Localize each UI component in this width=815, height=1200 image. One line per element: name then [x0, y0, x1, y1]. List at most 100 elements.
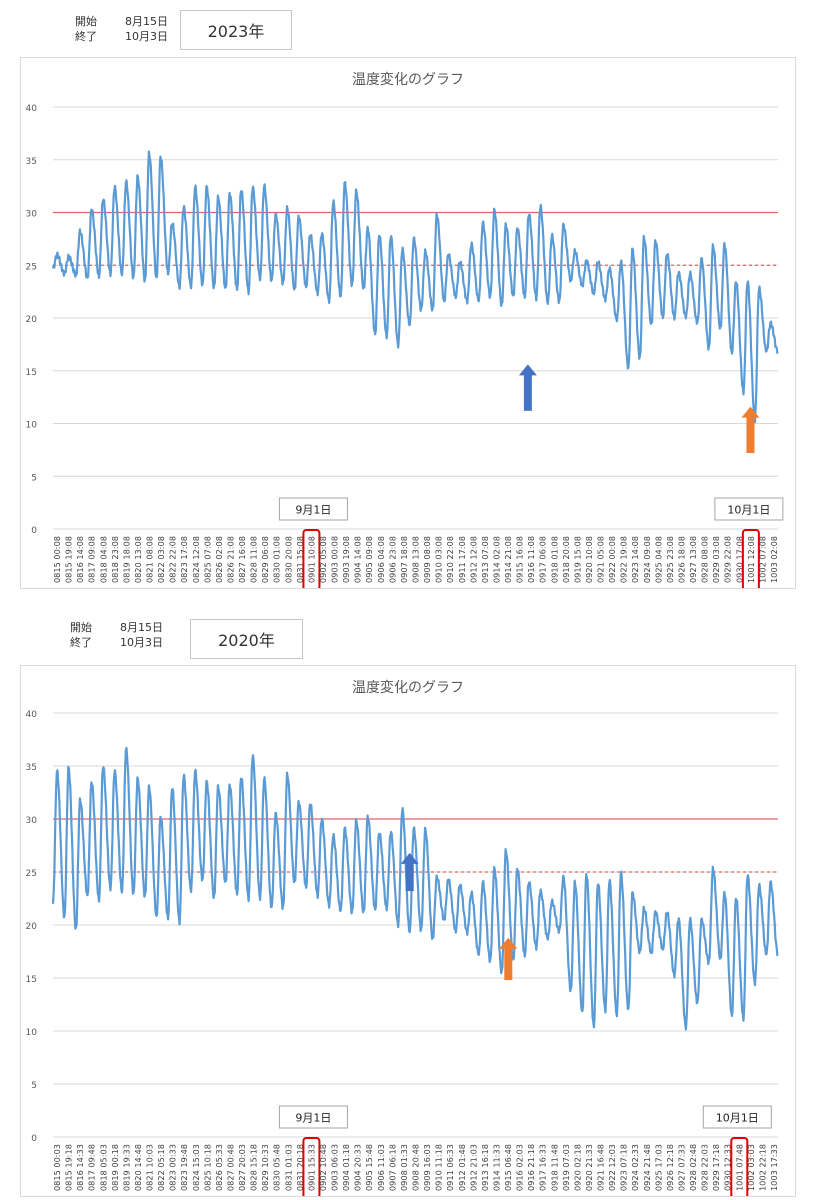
x-tick-label: 0907 18:08: [399, 536, 409, 583]
x-tick-label: 0822 05:18: [156, 1144, 166, 1191]
x-tick-label: 0906 11:03: [376, 1144, 386, 1191]
x-tick-label: 0901 10:08: [306, 536, 316, 583]
x-tick-label: 0911 06:33: [445, 1144, 455, 1191]
annotation-label: 10月1日: [727, 504, 770, 517]
x-tick-label: 0906 23:08: [387, 536, 397, 583]
x-tick-label: 0908 20:48: [411, 1144, 421, 1191]
x-tick-label: 0920 10:08: [584, 536, 594, 583]
x-tick-label: 0908 01:33: [399, 1144, 409, 1191]
x-tick-label: 0902 05:08: [318, 536, 328, 583]
x-tick-label: 0901 15:33: [306, 1144, 316, 1191]
y-tick-label: 25: [26, 869, 37, 879]
x-tick-label: 0913 07:08: [480, 536, 490, 583]
y-tick-label: 20: [26, 922, 38, 932]
x-tick-label: 0916 21:18: [526, 1144, 536, 1191]
x-tick-label: 0831 01:03: [283, 1144, 293, 1191]
year-label: 2023年: [180, 10, 292, 50]
x-tick-label: 0815 00:08: [52, 536, 62, 583]
x-tick-label: 1002 03:03: [746, 1144, 756, 1191]
x-tick-label: 0924 02:33: [630, 1144, 640, 1191]
x-tick-label: 0912 12:08: [468, 536, 478, 583]
x-tick-label: 0927 07:33: [677, 1144, 687, 1191]
y-tick-label: 35: [26, 157, 37, 167]
x-tick-label: 0826 02:08: [214, 536, 224, 583]
x-tick-label: 0920 21:33: [584, 1144, 594, 1191]
y-tick-label: 5: [31, 1081, 37, 1091]
x-tick-label: 0916 11:08: [526, 536, 536, 583]
y-tick-label: 35: [26, 763, 37, 773]
x-tick-label: 0918 11:48: [549, 1144, 559, 1191]
x-tick-label: 0824 12:08: [191, 536, 201, 583]
x-tick-label: 0903 19:08: [341, 536, 351, 583]
start-value: 8月15日: [125, 15, 168, 28]
x-tick-label: 0830 01:08: [272, 536, 282, 583]
x-tick-label: 0923 14:08: [630, 536, 640, 583]
x-tick-label: 0819 19:33: [121, 1144, 131, 1191]
x-tick-label: 0908 13:08: [411, 536, 421, 583]
y-tick-label: 25: [26, 262, 37, 272]
x-tick-label: 0926 18:08: [677, 536, 687, 583]
line-chart: 温度変化のグラフ 0 5 10 15 20 25 30 35 40 0815 00:08 0815 1…: [26, 71, 784, 591]
x-tick-label: 0902 10:48: [318, 1144, 328, 1191]
chart-title: 温度変化のグラフ: [352, 71, 464, 88]
y-tick-label: 40: [26, 710, 38, 720]
start-label: 開始: [75, 15, 97, 28]
orange-arrow-icon: [499, 937, 518, 981]
blue-arrow-icon: [518, 364, 537, 411]
annotation-box: [278, 497, 348, 521]
x-tick-label: 0921 05:08: [596, 536, 606, 583]
x-tick-label: 0829 06:08: [260, 536, 270, 583]
temperature-series-line: [51, 746, 779, 1031]
end-value: 10月3日: [125, 30, 168, 43]
y-tick-label: 30: [26, 210, 38, 220]
x-tick-label: 0828 15:18: [249, 1144, 259, 1191]
x-tick-label: 0818 05:03: [98, 1144, 108, 1191]
x-tick-label: 0817 09:08: [87, 536, 97, 583]
x-tick-label: 0930 12:33: [723, 1144, 733, 1191]
x-tick-label: 0922 00:08: [607, 536, 617, 583]
x-tick-label: 0827 16:08: [237, 536, 247, 583]
x-tick-label: 0929 22:08: [723, 536, 733, 583]
x-tick-label: 0912 21:03: [468, 1144, 478, 1191]
x-tick-label: 0821 08:08: [145, 536, 155, 583]
x-tick-label: 0907 06:18: [387, 1144, 397, 1191]
x-tick-label: 0918 01:08: [549, 536, 559, 583]
temperature-series-line: [51, 150, 779, 424]
x-tick-label: 0927 13:08: [688, 536, 698, 583]
x-tick-label: 1002 22:18: [757, 1144, 767, 1191]
x-tick-label: 0825 07:08: [202, 536, 212, 583]
x-tick-label: 0926 12:18: [665, 1144, 675, 1191]
annotation-box: [702, 1105, 772, 1129]
x-tick-label: 0823 17:08: [179, 536, 189, 583]
x-tick-label: 0914 11:33: [492, 1144, 502, 1191]
x-tick-label: 0826 21:08: [226, 536, 236, 583]
x-tick-label: 0904 01:18: [341, 1144, 351, 1191]
x-tick-label: 0914 21:08: [503, 536, 513, 583]
y-tick-label: 0: [31, 526, 37, 536]
x-tick-label: 0919 15:08: [572, 536, 582, 583]
chart-area: 温度変化のグラフ 0 5 10 15 20 25 30 35 40 0815 00:03 0815 1…: [20, 665, 796, 1199]
annotation-label: 9月1日: [295, 504, 331, 517]
x-tick-label: 0925 17:03: [653, 1144, 663, 1191]
x-tick-label: 0924 09:08: [642, 536, 652, 583]
annotation-label: 9月1日: [295, 1112, 331, 1125]
y-tick-label: 40: [26, 104, 38, 114]
x-tick-label: 0826 05:33: [214, 1144, 224, 1191]
x-tick-label: 0816 14:33: [75, 1144, 85, 1191]
x-tick-label: 0823 19:48: [179, 1144, 189, 1191]
x-tick-label: 0924 21:48: [642, 1144, 652, 1191]
end-label: 終了: [75, 30, 97, 43]
x-tick-label: 0815 19:18: [64, 1144, 74, 1191]
x-tick-label: 1003 17:33: [769, 1144, 779, 1191]
x-tick-label: 0913 16:18: [480, 1144, 490, 1191]
x-tick-label: 0904 14:08: [353, 536, 363, 583]
x-tick-label: 1003 02:08: [769, 536, 779, 583]
x-tick-label: 0818 23:08: [110, 536, 120, 583]
x-tick-label: 0920 02:18: [572, 1144, 582, 1191]
y-tick-label: 10: [26, 1028, 38, 1038]
y-tick-label: 10: [26, 421, 38, 431]
x-tick-label: 0923 07:18: [619, 1144, 629, 1191]
x-tick-label: 0823 00:33: [168, 1144, 178, 1191]
x-tick-label: 0830 20:08: [283, 536, 293, 583]
x-tick-label: 0910 22:08: [445, 536, 455, 583]
